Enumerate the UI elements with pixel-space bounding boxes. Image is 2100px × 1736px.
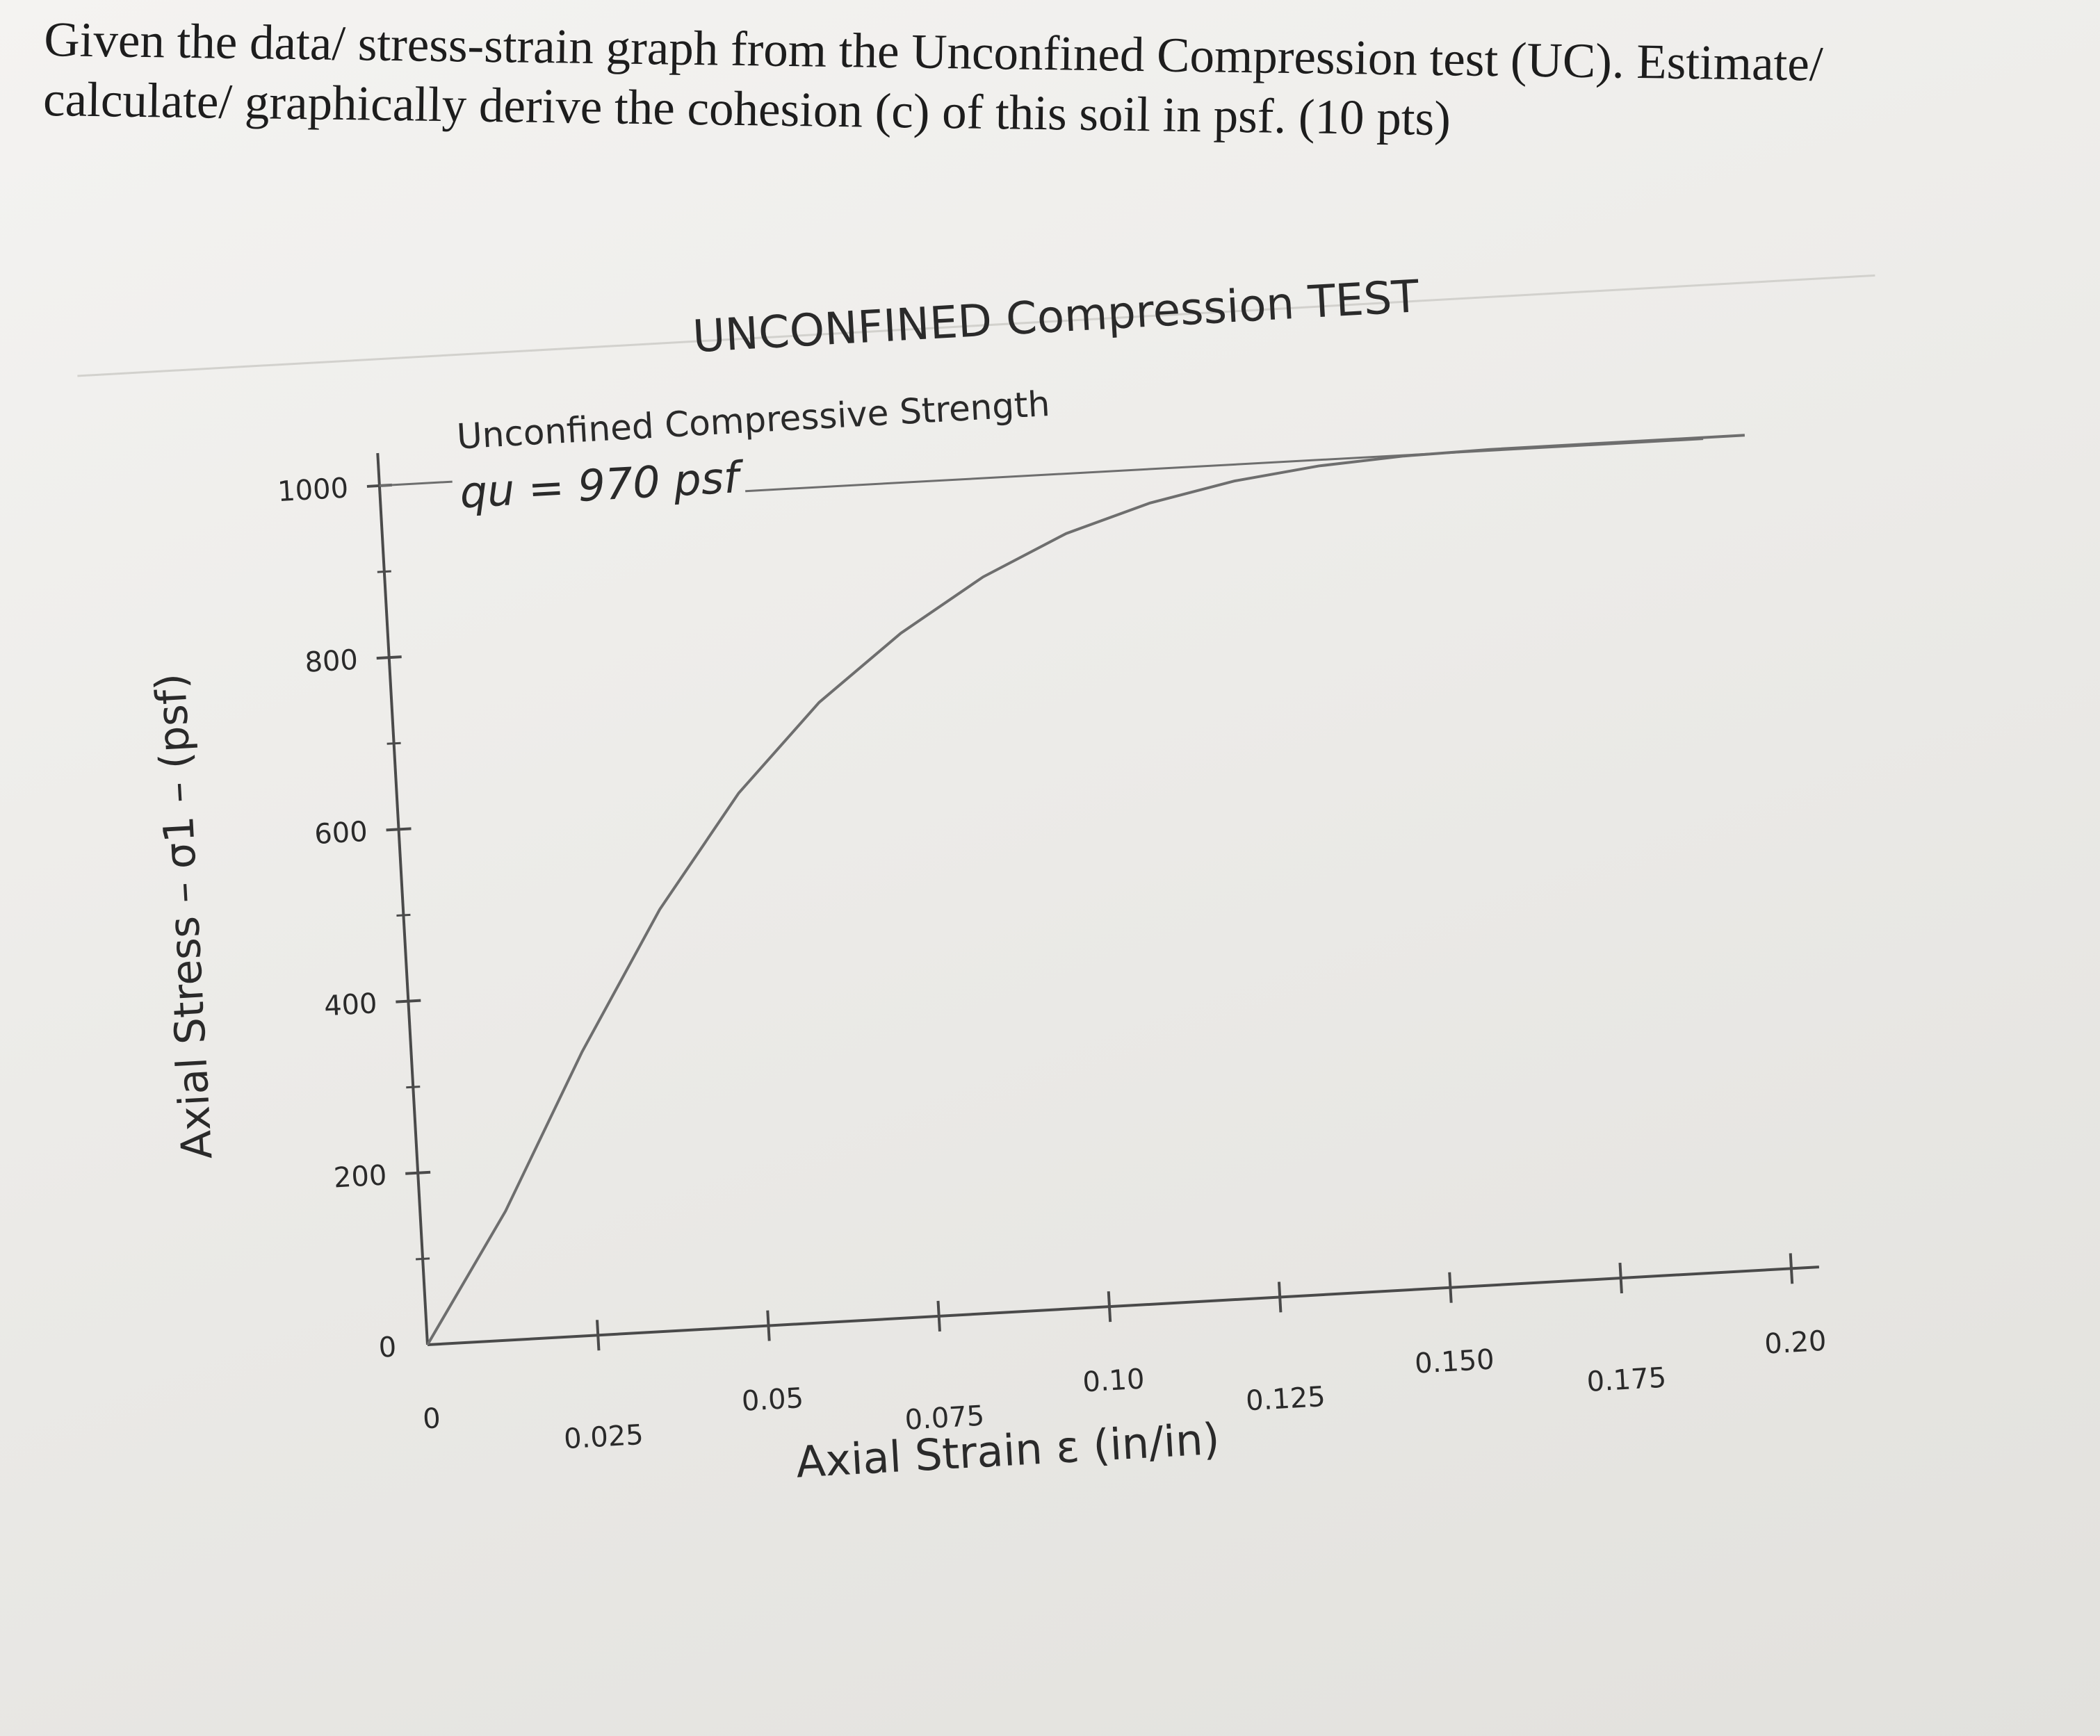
x-tick-label: 0.125	[1245, 1381, 1326, 1417]
y-axis-label: Axial Stress – σ1 – (psf)	[147, 672, 222, 1161]
x-axis-line	[427, 1266, 1819, 1346]
annotation-qu-value: qu = 970 psf	[459, 452, 746, 518]
chart-title: UNCONFINED Compression TEST	[692, 271, 1422, 363]
x-tick-label: 0.175	[1586, 1362, 1667, 1398]
strength-reference-line	[379, 480, 453, 487]
y-tick-label: 800	[304, 644, 359, 679]
x-tick-label: 0.025	[563, 1419, 644, 1455]
y-tick-label: 0	[377, 1332, 397, 1364]
y-tick-label: 600	[314, 816, 368, 851]
faint-ruled-line	[77, 274, 1875, 377]
x-tick-label: 0.10	[1082, 1364, 1145, 1399]
x-tick-label: 0	[422, 1402, 441, 1435]
x-tick-label: 0.05	[741, 1382, 804, 1418]
y-tick-label: 400	[323, 988, 378, 1022]
y-tick-label: 1000	[277, 472, 349, 508]
y-axis-line	[376, 452, 429, 1345]
x-tick-label: 0.150	[1414, 1343, 1495, 1379]
annotation-strength-label: Unconfined Compressive Strength	[456, 384, 1051, 457]
x-tick-label: 0.075	[904, 1400, 985, 1436]
plateau-reference-line	[745, 438, 1704, 493]
y-tick-label: 200	[333, 1159, 388, 1194]
x-axis-label: Axial Strain ε (in/in)	[795, 1414, 1221, 1488]
x-tick-label: 0.20	[1764, 1325, 1827, 1361]
stress-strain-curve	[426, 434, 1745, 1346]
